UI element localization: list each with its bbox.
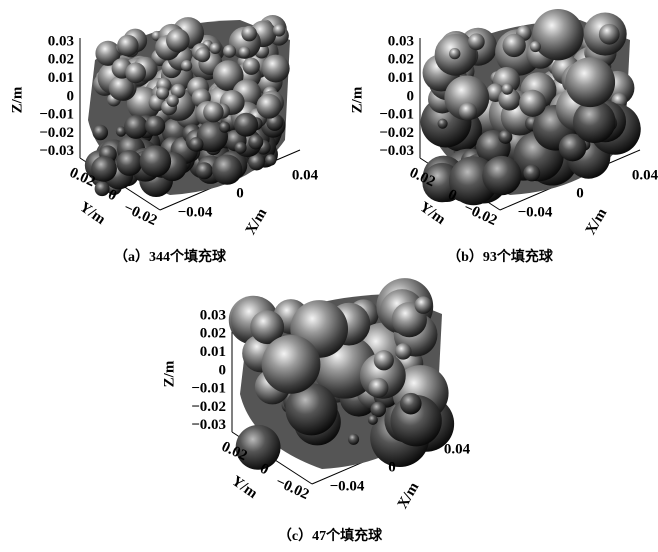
z-tick-label: −0.02 [191, 399, 226, 415]
sphere [181, 60, 192, 71]
sphere [166, 95, 178, 107]
z-tick-label: 0 [219, 362, 227, 378]
sphere [203, 102, 224, 123]
z-tick-label: −0.02 [379, 125, 414, 141]
sphere [532, 9, 583, 60]
x-axis-label: X/m [583, 205, 611, 237]
sphere [530, 41, 541, 52]
z-tick-label: 0.02 [48, 52, 74, 68]
caption: （c）47个填充球 [278, 527, 383, 544]
sphere [348, 434, 359, 445]
sphere [459, 102, 477, 120]
sphere [519, 90, 546, 117]
sphere [166, 29, 190, 53]
sphere [374, 350, 394, 370]
sphere [262, 55, 290, 83]
sphere [502, 83, 513, 94]
sphere [415, 296, 432, 313]
x-tick-label: 0.04 [444, 441, 471, 457]
sphere [368, 415, 378, 425]
z-tick-label: −0.01 [379, 107, 414, 123]
sphere [93, 125, 109, 141]
z-tick-label: 0.03 [200, 307, 226, 323]
sphere [125, 62, 146, 83]
sphere [196, 162, 213, 179]
x-tick-label: 0 [576, 185, 584, 201]
sphere [371, 402, 387, 418]
z-axis-label: Z/m [349, 86, 365, 113]
x-tick-label: 0 [236, 185, 244, 201]
sphere [265, 154, 276, 165]
y-tick-label: −0.02 [273, 474, 311, 503]
sphere [248, 135, 263, 150]
sphere [156, 87, 169, 100]
y-axis-label: Y/m [228, 473, 260, 502]
sphere [219, 122, 230, 133]
sphere [124, 115, 148, 139]
sphere [395, 343, 411, 359]
x-axis-label: X/m [395, 479, 423, 511]
x-tick-label: 0.04 [292, 167, 319, 183]
sphere [195, 47, 210, 62]
z-tick-label: 0.01 [48, 70, 74, 86]
sphere [256, 94, 281, 119]
z-tick-label: 0.02 [388, 52, 414, 68]
x-tick-label: 0.04 [632, 167, 658, 183]
z-tick-label: 0 [67, 88, 75, 104]
caption: （a）344个填充球 [114, 248, 227, 265]
sphere [212, 154, 242, 184]
z-tick-label: −0.02 [39, 125, 74, 141]
figure: 0.03 0.02 0.01 0 −0.01 −0.02 −0.03 Z/m 0.02 0 −0.0… [0, 0, 658, 547]
sphere [262, 335, 321, 394]
sphere [235, 142, 247, 154]
y-axis-label: Y/m [76, 199, 108, 228]
y-tick-label: −0.02 [121, 200, 159, 229]
z-tick-label: 0 [407, 88, 415, 104]
z-tick-label: −0.03 [379, 143, 414, 159]
sphere [502, 34, 525, 57]
sphere [95, 181, 110, 196]
z-tick-label: −0.01 [39, 107, 74, 123]
sphere [116, 150, 142, 176]
y-axis-label: Y/m [416, 199, 448, 228]
z-tick-label: 0.03 [48, 33, 74, 49]
z-axis-label: Z/m [9, 86, 25, 113]
z-tick-label: −0.01 [191, 381, 226, 397]
x-axis-label: X/m [243, 205, 271, 237]
sphere [243, 58, 260, 75]
sphere [523, 165, 540, 182]
caption: （b）93个填充球 [447, 248, 554, 265]
z-tick-label: −0.03 [191, 417, 226, 433]
z-tick-label: 0.02 [200, 326, 226, 342]
sphere [117, 35, 138, 56]
z-axis-label: Z/m [161, 360, 177, 387]
sphere [599, 24, 620, 45]
sphere [241, 26, 257, 42]
x-tick-label: −0.04 [518, 204, 553, 220]
z-tick-label: 0.01 [200, 344, 226, 360]
z-tick-label: 0.01 [388, 70, 414, 86]
sphere [273, 24, 285, 36]
sphere [482, 156, 521, 195]
sphere [449, 48, 460, 59]
sphere [145, 116, 165, 136]
x-tick-label: −0.04 [178, 204, 213, 220]
sphere [400, 393, 422, 415]
sphere [234, 113, 258, 137]
sphere [369, 378, 389, 398]
sphere [223, 45, 236, 58]
sphere [140, 145, 172, 177]
sphere [438, 119, 448, 129]
sphere [239, 46, 251, 58]
z-tick-label: 0.03 [388, 33, 414, 49]
x-tick-label: 0 [388, 459, 396, 475]
z-tick-label: −0.03 [39, 143, 74, 159]
sphere [468, 33, 485, 50]
sphere [189, 137, 203, 151]
sphere [210, 43, 221, 54]
x-tick-label: −0.04 [330, 478, 365, 494]
sphere [565, 57, 615, 107]
